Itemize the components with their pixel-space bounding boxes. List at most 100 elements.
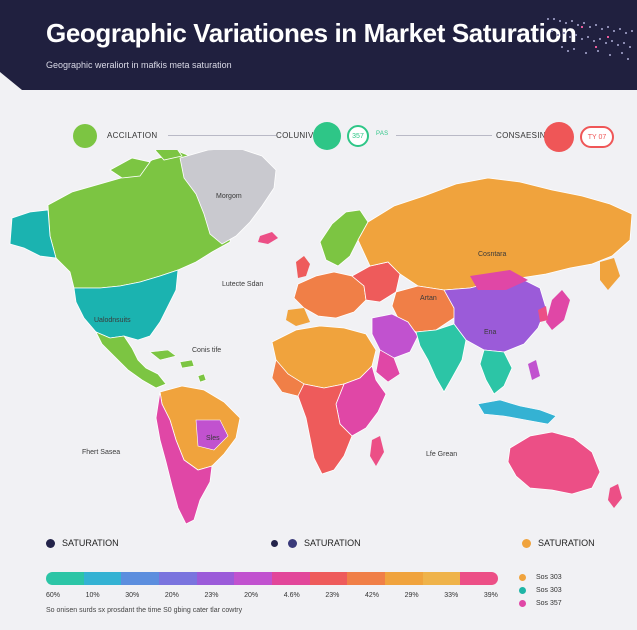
top-legend: ACCILATION COLUNIVIT 357 PAS CONSAESIN T… [0,118,637,154]
russia-region [357,177,633,291]
caribbean-islands [149,349,207,383]
side-legend-label-1: Sos 303 [536,574,562,581]
legend-dot-2 [288,538,297,548]
label-russia: Cosntara [478,251,507,258]
southeast-asia-region [479,349,513,395]
legend-line-2 [396,135,492,136]
greenland-region [179,150,277,245]
mideast-region [371,313,419,359]
label-caribbean: Conis tife [192,347,221,354]
korea-region [538,306,548,322]
scale-segment-1 [46,572,84,585]
philippines-region [528,360,540,380]
footnote: So onisen surds sx prosdant the time S0 … [46,607,243,614]
central-africa-region [297,383,353,475]
legend-dot-1 [46,538,55,548]
legend-center-tag: PAS [376,131,389,137]
new-zealand-region [608,484,622,508]
arabia-region [375,349,401,383]
legend-line-1 [168,135,276,136]
label-atlantic: Lutecte Sdan [222,281,263,288]
central-asia-region [391,285,461,333]
label-china: Ena [484,329,497,336]
legend-left-label: ACCILATION [107,131,158,140]
page-subtitle: Geographic weraliort in mafkis meta satu… [46,60,232,70]
mongolia-region [470,270,528,290]
scale-segment-6 [234,572,273,585]
scale-tick-5: 23% [204,592,219,599]
legend-dot-3 [522,538,531,548]
label-greenland: Morgom [216,193,242,200]
scale-tick-11: 33% [444,592,459,599]
south-america-center [195,419,229,451]
scale-tick-8: 23% [325,592,340,599]
india-region [415,323,467,393]
legend-green-dot [73,124,97,148]
scale-ticks: 60% 10% 30% 20% 23% 20% 4.6% 23% 42% 29% 33% 39% [46,592,498,599]
madagascar-region [370,436,384,466]
scale-tick-3: 30% [125,592,140,599]
scale-segment-2 [83,572,122,585]
saturation-color-scale [46,572,498,585]
side-legend-row-1: Sos 303 [519,574,562,581]
australia-region [507,431,601,495]
side-legend-label-3: Sos 357 [536,600,562,607]
uk-region [296,256,310,278]
legend-dot-2a [271,539,278,547]
scale-segment-10 [385,572,423,585]
scale-tick-2: 10% [85,592,100,599]
scale-segment-12 [460,572,498,585]
legend-item-2: SATURATION [271,538,361,548]
side-legend-row-3: Sos 357 [519,600,562,607]
south-america-west [155,391,213,525]
scale-segment-7 [272,572,310,585]
legend-right-badge: TY 07 [580,126,614,148]
legend-red-dot [544,122,574,152]
label-indian-ocean: Lfe Grean [426,451,457,458]
header-banner: Geographic Variationes in Market Saturat… [0,0,637,90]
japan-region [546,290,570,330]
scale-segment-3 [121,572,160,585]
legend-right-label: CONSAESIN [496,131,546,140]
world-map: Morgom Ualodnsuits Lutecte Sdan Conis ti… [9,150,633,525]
kamchatka-region [600,258,620,290]
legend-label-1: SATURATION [62,538,119,548]
legend-center-label: COLUNIVIT [276,131,322,140]
side-legend-label-2: Sos 303 [536,587,562,594]
side-legend-row-2: Sos 303 [519,587,562,594]
label-north-america: Ualodnsuits [94,317,131,324]
mexico-region [95,331,167,389]
label-south-america: Sles [206,435,220,442]
scale-segment-4 [159,572,197,585]
iceland-region [258,232,278,244]
western-europe [293,271,367,319]
legend-teal-dot [313,122,341,150]
usa-region [73,269,179,341]
scale-tick-6: 20% [244,592,259,599]
legend-label-3: SATURATION [538,538,595,548]
scale-tick-4: 20% [164,592,179,599]
canada-islands [109,150,183,179]
alaska-region [9,209,57,259]
indonesia-region [477,399,557,425]
side-legend-dot-3 [519,600,526,607]
legend-label-2: SATURATION [304,538,361,548]
page-title: Geographic Variationes in Market Saturat… [46,18,577,48]
scale-segment-5 [196,572,235,585]
label-south-pacific: Fhert Sasea [82,449,120,456]
scale-segment-9 [347,572,386,585]
iberia-region [286,308,310,326]
side-legend: Sos 303 Sos 303 Sos 357 [519,574,562,613]
scale-tick-1: 60% [46,592,61,599]
scale-segment-8 [309,572,348,585]
side-legend-dot-1 [519,574,526,581]
scale-tick-7: 4.6% [283,592,300,599]
legend-item-1: SATURATION [46,538,119,548]
legend-item-3: SATURATION [522,538,595,548]
scale-tick-10: 29% [404,592,419,599]
scale-segment-11 [422,572,461,585]
legend-center-badge: 357 [347,125,369,147]
scale-tick-12: 39% [483,592,498,599]
side-legend-dot-2 [519,587,526,594]
dot-map-decoration-icon [547,18,633,60]
